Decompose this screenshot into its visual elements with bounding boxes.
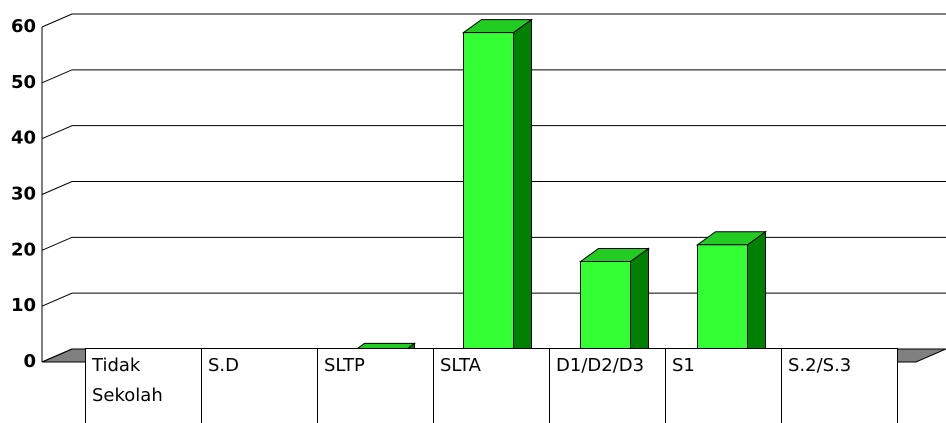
y-tick-label: 20 [11,239,36,260]
grid-line [41,181,946,195]
x-tick-label: D1/D2/D3 [550,349,666,423]
y-tick-label: 60 [11,16,36,37]
bar [578,247,651,363]
grid-line [41,292,946,307]
y-tick-label: 40 [11,128,36,149]
bar-front [580,261,631,363]
x-tick-label: S.D [202,349,318,423]
y-tick-label: 30 [11,184,36,205]
grid-line [41,236,946,251]
bar [461,18,534,363]
x-tick-label: SLTA [434,349,550,423]
bar-front [463,32,514,363]
grid-line [41,69,946,84]
category-table: Tidak Sekolah S.D SLTP SLTA D1/D2/D3 S1 S.2/S.… [85,348,898,423]
grid-line [41,13,946,28]
y-tick-label: 0 [23,351,36,372]
x-tick-label: Tidak Sekolah [86,349,202,423]
x-tick-label: SLTP [318,349,434,423]
x-tick-label: S1 [666,349,782,423]
bar-front [697,244,748,363]
x-tick-label: S.2/S.3 [782,349,898,423]
bar-side [747,230,766,363]
bar [695,230,768,363]
bar-side [513,18,532,363]
grid-line [41,125,946,140]
bar-side [630,247,649,363]
y-tick-label: 10 [11,295,36,316]
y-tick-label: 50 [11,72,36,93]
